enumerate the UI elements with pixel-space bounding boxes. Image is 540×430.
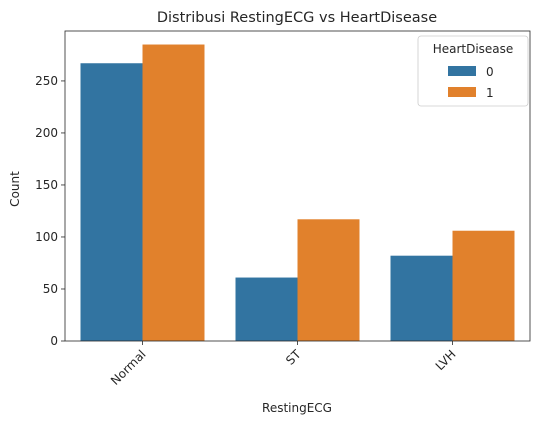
legend-label-0: 0 xyxy=(486,65,494,79)
legend-title: HeartDisease xyxy=(433,42,514,56)
x-tick-label-normal: Normal xyxy=(108,347,149,388)
bar-lvh-series-0 xyxy=(390,255,453,341)
bar-lvh-series-1 xyxy=(452,230,515,341)
x-axis-label: RestingECG xyxy=(262,401,332,415)
y-tick-label: 250 xyxy=(35,74,58,88)
bars-group xyxy=(80,44,515,341)
y-tick-label: 200 xyxy=(35,126,58,140)
y-tick-label: 0 xyxy=(50,334,58,348)
bar-normal-series-0 xyxy=(80,63,143,341)
legend-label-1: 1 xyxy=(486,86,494,100)
y-ticks: 0 50 100 150 200 250 xyxy=(35,74,65,348)
bar-st-series-1 xyxy=(297,219,360,341)
legend: HeartDisease 0 1 xyxy=(417,35,529,107)
y-tick-label: 50 xyxy=(43,282,58,296)
legend-swatch-1 xyxy=(448,87,476,97)
bar-normal-series-1 xyxy=(142,44,205,341)
y-tick-label: 150 xyxy=(35,178,58,192)
x-ticks: Normal ST LVH xyxy=(108,341,459,388)
x-tick-label-st: ST xyxy=(283,347,304,368)
x-tick-label-lvh: LVH xyxy=(433,347,459,373)
chart-title: Distribusi RestingECG vs HeartDisease xyxy=(157,10,437,26)
bar-st-series-0 xyxy=(235,277,298,341)
y-tick-label: 100 xyxy=(35,230,58,244)
legend-swatch-0 xyxy=(448,66,476,76)
y-axis-label: Count xyxy=(8,171,22,207)
